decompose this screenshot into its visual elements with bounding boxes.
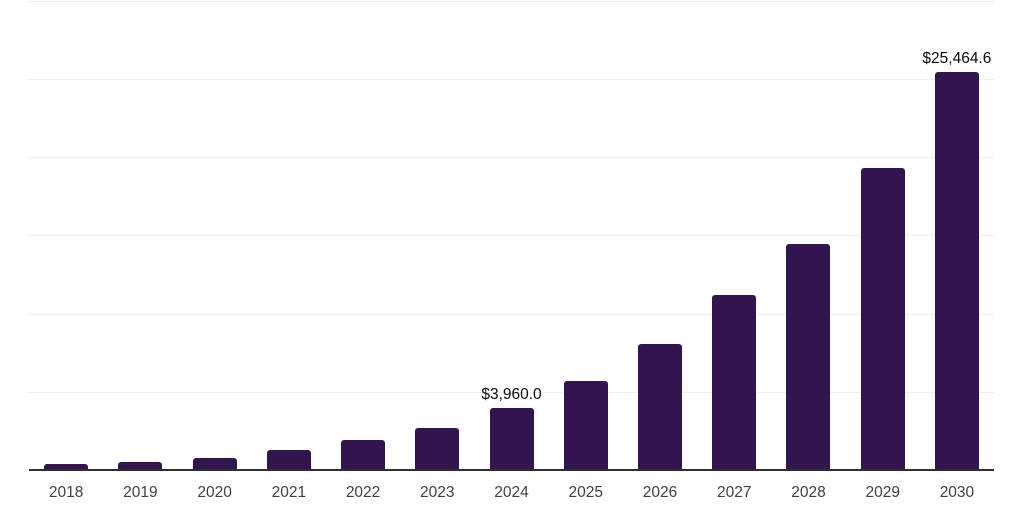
- bar-slot-2029: [846, 168, 920, 470]
- x-tick-label-2025: 2025: [568, 484, 603, 501]
- bar-2030: [934, 71, 979, 470]
- bar-slot-2018: [29, 464, 103, 470]
- x-tick-label-2019: 2019: [123, 484, 158, 501]
- bar-2019: [118, 461, 163, 470]
- x-tick-label-2018: 2018: [48, 484, 84, 501]
- bar-2025: [563, 381, 608, 470]
- value-label-2030: $25,464.6: [922, 49, 992, 67]
- x-tick-label-2021: 2021: [271, 484, 307, 501]
- gridline-10000: [29, 313, 994, 315]
- x-axis-line: [29, 469, 994, 471]
- bar-2022: [341, 439, 386, 470]
- x-tick-label-2028: 2028: [791, 484, 826, 501]
- bar-2028: [786, 244, 831, 470]
- bar-2029: [860, 168, 905, 470]
- bar-2023: [415, 427, 460, 470]
- gridline-25000: [29, 79, 994, 80]
- x-axis-tick-labels: 2018 2019 2020 2021 2022 2023 2024 2025 2026 2027…: [29, 484, 994, 502]
- bar-2020: [192, 457, 237, 470]
- x-tick-label-2029: 2029: [865, 484, 900, 501]
- gridline-30000: [29, 0, 994, 2]
- bar-slot-2028: [771, 244, 845, 470]
- bar-2027: [712, 295, 757, 470]
- x-tick-label-2024: 2024: [494, 484, 529, 501]
- bar-slot-2021: [252, 450, 326, 470]
- bar-slot-2030: [920, 71, 994, 470]
- bar-slot-2027: [697, 295, 771, 470]
- bar-slot-2022: [326, 439, 400, 470]
- gridline-5000: [29, 391, 994, 393]
- x-tick-label-2026: 2026: [642, 484, 678, 501]
- bar-slot-2024: [474, 408, 548, 470]
- bar-slot-2023: [400, 427, 474, 470]
- x-tick-label-2027: 2027: [716, 484, 752, 501]
- bar-slot-2025: [549, 381, 623, 470]
- bar-slot-2020: [177, 457, 251, 470]
- gridline-15000: [29, 235, 994, 237]
- bar-slot-2019: [103, 461, 177, 470]
- value-label-2024: $3,960.0: [481, 386, 542, 404]
- bar-2026: [637, 343, 682, 470]
- bar-slot-2026: [623, 343, 697, 470]
- x-tick-label-2030: 2030: [939, 484, 975, 501]
- x-tick-label-2023: 2023: [420, 484, 455, 501]
- x-tick-label-2020: 2020: [197, 484, 232, 501]
- gridline-20000: [29, 157, 994, 159]
- x-tick-label-2022: 2022: [345, 484, 381, 501]
- bar-2024: [489, 408, 534, 470]
- bar-2021: [266, 450, 311, 470]
- plot-area: [29, 71, 994, 470]
- bar-2018: [44, 464, 89, 470]
